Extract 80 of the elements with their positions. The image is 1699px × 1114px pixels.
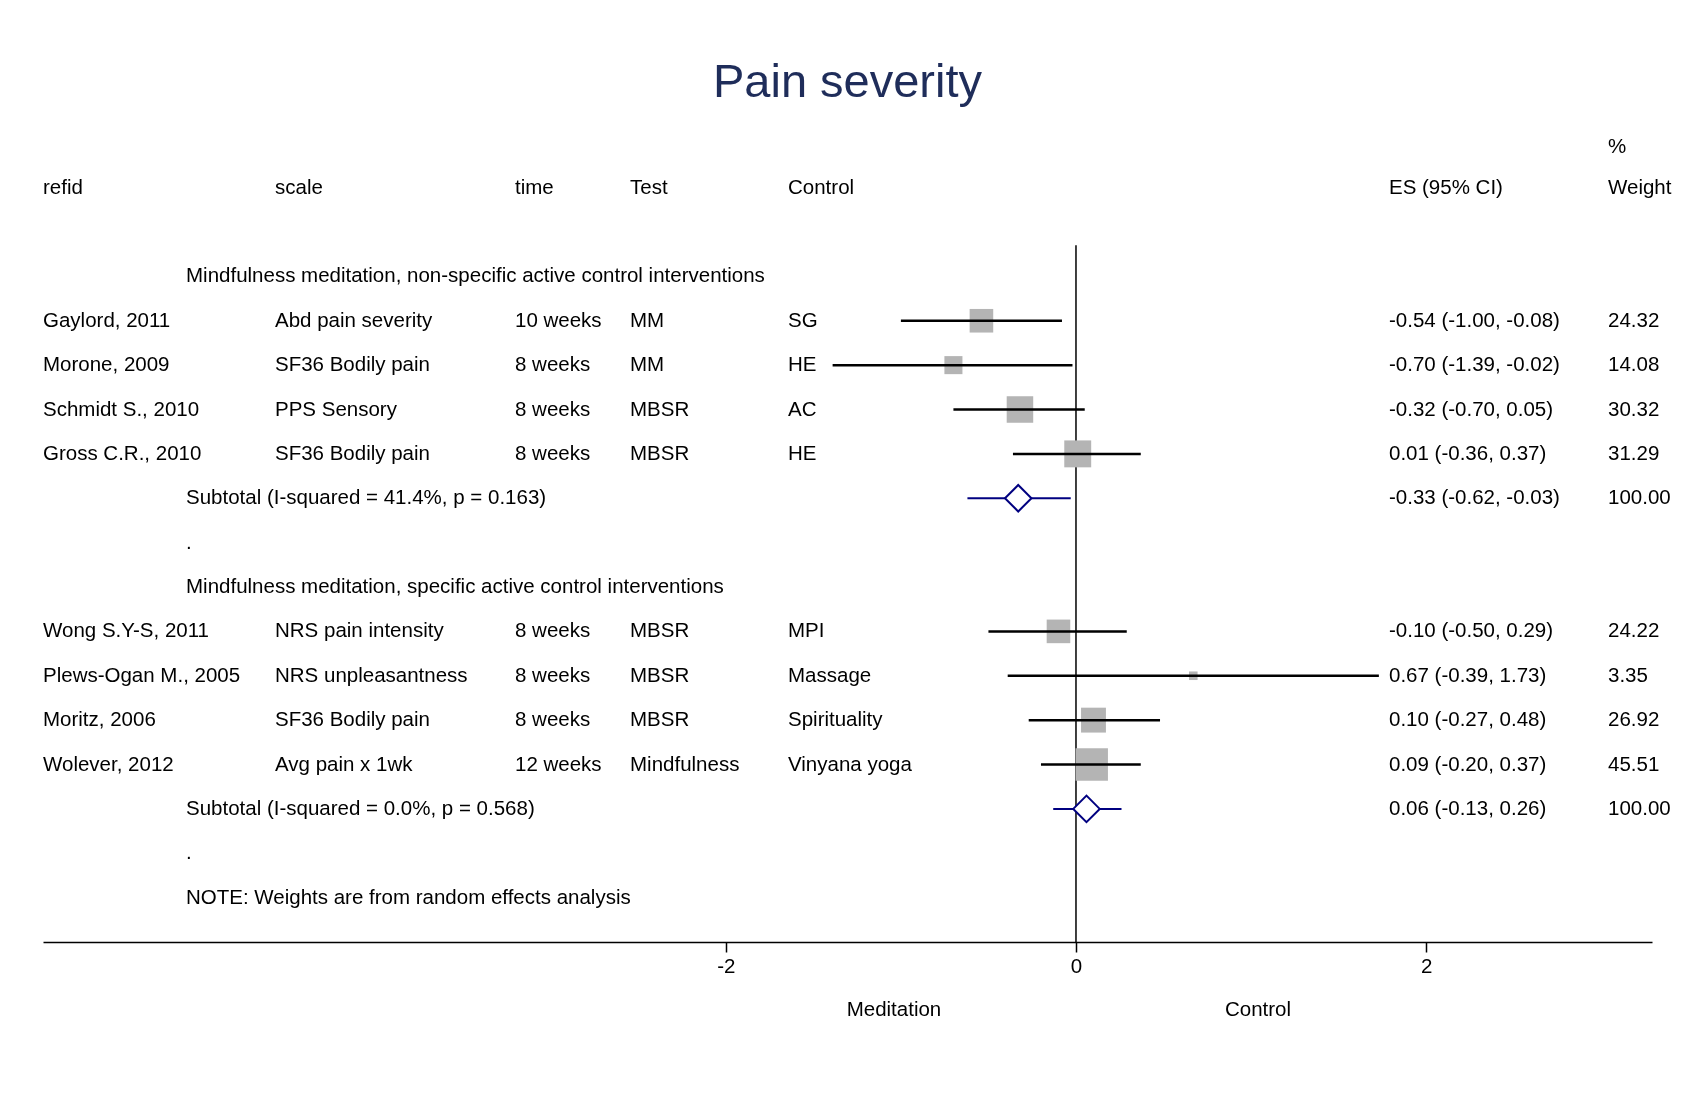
annotation: Avg pain x 1wk <box>275 751 414 775</box>
y-tick-label: Wolever, 2012 <box>43 751 174 775</box>
annotation: -0.32 (-0.70, 0.05) <box>1389 396 1554 420</box>
annotation: 8 weeks <box>515 396 591 420</box>
y-tick-label: NOTE: Weights are from random effects analysis <box>186 884 631 908</box>
annotation: -0.10 (-0.50, 0.29) <box>1389 618 1554 642</box>
y-tick-label: Plews-Ogan M., 2005 <box>43 662 241 686</box>
annotation: 0.06 (-0.13, 0.26) <box>1389 795 1547 819</box>
annotation: 0.01 (-0.36, 0.37) <box>1389 440 1547 464</box>
annotation: HE <box>788 440 817 464</box>
annotation: NRS pain intensity <box>275 618 445 642</box>
annotation: 12 weeks <box>515 751 602 775</box>
annotation: PPS Sensory <box>275 396 398 420</box>
annotation: 14.08 <box>1608 352 1660 376</box>
y-tick-label: Moritz, 2006 <box>43 707 156 731</box>
annotation: 8 weeks <box>515 440 591 464</box>
annotation: Mindfulness <box>630 751 740 775</box>
annotation: 45.51 <box>1608 751 1660 775</box>
annotation: 10 weeks <box>515 307 602 331</box>
annotation: SG <box>788 307 818 331</box>
y-tick-label: Mindfulness meditation, non-specific active control interventions <box>186 263 765 287</box>
annotation: HE <box>788 352 817 376</box>
annotation: SF36 Bodily pain <box>275 707 430 731</box>
annotation: -0.54 (-1.00, -0.08) <box>1389 307 1560 331</box>
annotation: Massage <box>788 662 872 686</box>
text: Control <box>1224 997 1292 1020</box>
annotation: Abd pain severity <box>275 307 433 331</box>
annotation: 0.10 (-0.27, 0.48) <box>1389 707 1547 731</box>
annotation: 8 weeks <box>515 662 591 686</box>
y-tick-label: . <box>186 529 192 553</box>
annotation: Spirituality <box>788 707 884 731</box>
chart-title: Pain severity <box>712 53 983 107</box>
annotation: % Weight <box>1608 133 1672 198</box>
annotation: -0.70 (-1.39, -0.02) <box>1389 352 1560 376</box>
annotation: MBSR <box>630 662 690 686</box>
annotation: AC <box>788 396 817 420</box>
annotation: 100.00 <box>1608 485 1671 509</box>
x-tick-label: -2 <box>717 953 736 977</box>
annotation: Vinyana yoga <box>788 751 913 775</box>
y-tick-label: . <box>186 840 192 864</box>
y-tick-label: Gross C.R., 2010 <box>43 440 202 464</box>
y-tick-label: Subtotal (I-squared = 0.0%, p = 0.568) <box>186 795 535 819</box>
annotation: MBSR <box>630 618 690 642</box>
annotation: 0.09 (-0.20, 0.37) <box>1389 751 1547 775</box>
y-tick-label: Schmidt S., 2010 <box>43 396 200 420</box>
annotation: MM <box>630 307 665 331</box>
annotation: 31.29 <box>1608 440 1660 464</box>
annotation: 8 weeks <box>515 352 591 376</box>
annotation: 30.32 <box>1608 396 1660 420</box>
annotation: -0.33 (-0.62, -0.03) <box>1389 485 1560 509</box>
annotation: Control <box>788 174 855 198</box>
y-tick-label: Morone, 2009 <box>43 352 170 376</box>
annotation: MBSR <box>630 707 690 731</box>
annotation: SF36 Bodily pain <box>275 352 430 376</box>
annotation: 0.67 (-0.39, 1.73) <box>1389 662 1547 686</box>
y-tick-label: Wong S.Y-S, 2011 <box>43 618 210 642</box>
annotation: MPI <box>788 618 825 642</box>
annotation: SF36 Bodily pain <box>275 440 430 464</box>
annotation: 26.92 <box>1608 707 1660 731</box>
annotation: NRS unpleasantness <box>275 662 468 686</box>
text: Meditation <box>846 997 942 1020</box>
annotation: 24.32 <box>1608 307 1660 331</box>
annotation: MBSR <box>630 440 690 464</box>
annotation: 8 weeks <box>515 707 591 731</box>
annotation: ES (95% CI) <box>1389 174 1503 198</box>
y-tick-label: Subtotal (I-squared = 41.4%, p = 0.163) <box>186 485 547 509</box>
y-tick-label: refid <box>43 174 83 198</box>
annotation: MBSR <box>630 396 690 420</box>
annotation: scale <box>275 174 323 198</box>
annotation: 100.00 <box>1608 795 1671 819</box>
y-tick-label: Mindfulness meditation, specific active control interventions <box>186 574 724 597</box>
annotation: 24.22 <box>1608 618 1660 642</box>
x-tick-label: 0 <box>1070 953 1083 977</box>
y-tick-label: Gaylord, 2011 <box>43 307 171 331</box>
annotation: 8 weeks <box>515 618 591 642</box>
annotation: MM <box>630 352 665 376</box>
annotation: 3.35 <box>1608 662 1648 686</box>
annotation: Test <box>630 174 668 198</box>
annotation: time <box>515 174 554 198</box>
x-tick-label: 2 <box>1420 953 1433 977</box>
